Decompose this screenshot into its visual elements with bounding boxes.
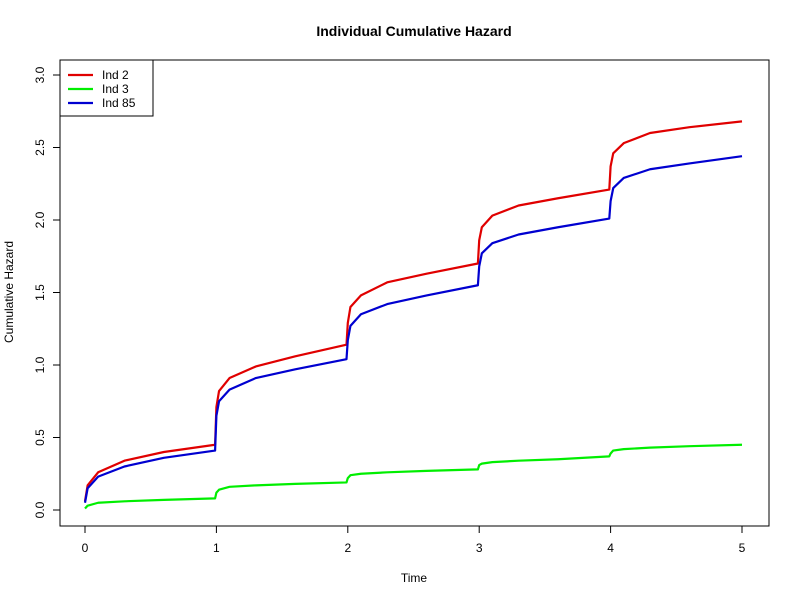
y-axis-label: Cumulative Hazard [2,241,16,343]
y-tick-label: 1.0 [33,356,47,373]
series-layer [83,120,743,510]
x-axis: 0 1 2 3 4 5 [82,525,746,555]
chart-title: Individual Cumulative Hazard [316,23,511,39]
series-line-ind-85 [83,155,743,503]
x-tick-label: 2 [344,541,351,555]
y-tick-label: 3.0 [33,66,47,83]
x-tick-label: 1 [213,541,220,555]
legend-label: Ind 3 [102,82,129,96]
y-axis: 0.0 0.5 1.0 1.5 2.0 2.5 3.0 [33,66,61,518]
legend-label: Ind 85 [102,96,136,110]
series-line-ind-3 [84,443,743,510]
y-tick-label: 0.5 [33,429,47,446]
y-tick-label: 0.0 [33,501,47,518]
series-line-ind-2 [83,120,743,502]
legend-label: Ind 2 [102,68,129,82]
x-tick-label: 3 [476,541,483,555]
y-tick-label: 1.5 [33,284,47,301]
x-tick-label: 5 [739,541,746,555]
x-axis-label: Time [401,571,428,585]
x-tick-label: 0 [82,541,89,555]
x-tick-label: 4 [607,541,614,555]
y-tick-label: 2.0 [33,211,47,228]
y-tick-label: 2.5 [33,139,47,156]
